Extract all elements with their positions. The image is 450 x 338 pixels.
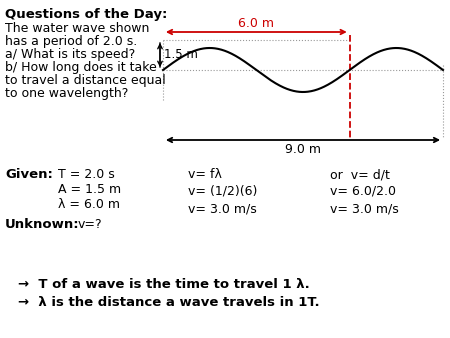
- Text: a/ What is its speed?: a/ What is its speed?: [5, 48, 135, 61]
- Text: b/ How long does it take: b/ How long does it take: [5, 61, 157, 74]
- Text: →  λ is the distance a wave travels in 1T.: → λ is the distance a wave travels in 1T…: [18, 296, 319, 309]
- Text: v= 3.0 m/s: v= 3.0 m/s: [188, 202, 257, 215]
- Text: Questions of the Day:: Questions of the Day:: [5, 8, 167, 21]
- Text: Unknown:: Unknown:: [5, 218, 80, 231]
- Text: v= 3.0 m/s: v= 3.0 m/s: [330, 202, 399, 215]
- Text: v= 6.0/2.0: v= 6.0/2.0: [330, 184, 396, 197]
- Text: A = 1.5 m: A = 1.5 m: [58, 183, 121, 196]
- Text: has a period of 2.0 s.: has a period of 2.0 s.: [5, 35, 137, 48]
- Text: Given:: Given:: [5, 168, 53, 181]
- Text: T = 2.0 s: T = 2.0 s: [58, 168, 115, 181]
- Text: 9.0 m: 9.0 m: [285, 143, 321, 156]
- Text: The water wave shown: The water wave shown: [5, 22, 149, 35]
- Text: v=?: v=?: [78, 218, 103, 231]
- Text: to travel a distance equal: to travel a distance equal: [5, 74, 166, 87]
- Text: →  T of a wave is the time to travel 1 λ.: → T of a wave is the time to travel 1 λ.: [18, 278, 310, 291]
- Text: to one wavelength?: to one wavelength?: [5, 87, 128, 100]
- Text: λ = 6.0 m: λ = 6.0 m: [58, 198, 120, 211]
- Text: v= (1/2)(6): v= (1/2)(6): [188, 184, 257, 197]
- Text: 1.5 m: 1.5 m: [164, 48, 198, 62]
- Text: 6.0 m: 6.0 m: [238, 17, 274, 30]
- Text: or  v= d/t: or v= d/t: [330, 168, 390, 181]
- Text: v= fλ: v= fλ: [188, 168, 222, 181]
